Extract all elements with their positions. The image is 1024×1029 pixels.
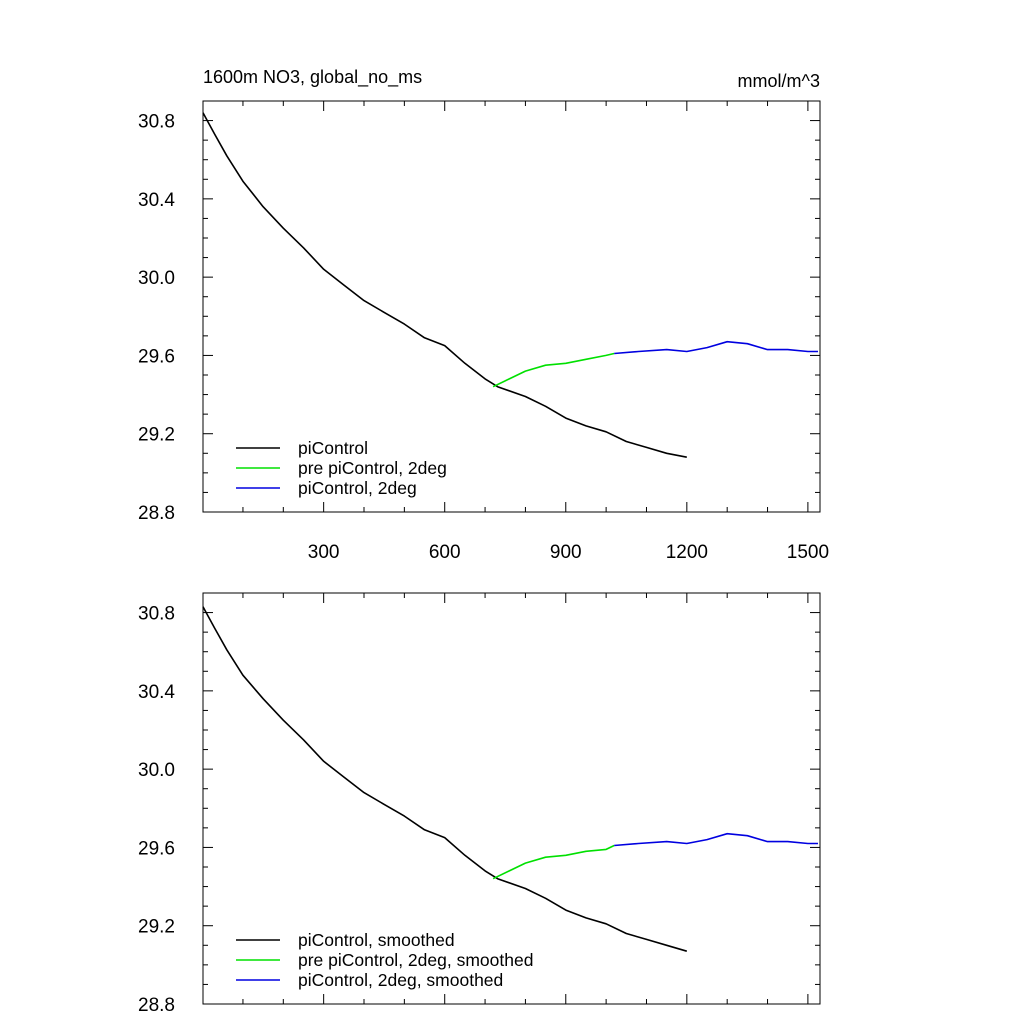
plot-frame <box>202 592 821 1005</box>
series-line-0 <box>202 606 688 952</box>
y-tick-label: 30.4 <box>138 190 175 211</box>
series-line-1 <box>492 844 615 880</box>
y-tick-label: 28.8 <box>138 995 175 1016</box>
legend-label-2: piControl, 2deg <box>298 478 417 498</box>
y-tick-label: 29.2 <box>138 425 175 446</box>
series-line-0 <box>202 112 687 458</box>
x-tick-label: 600 <box>429 542 461 563</box>
series-line-1 <box>492 352 615 388</box>
legend-label-1: pre piControl, 2deg, smoothed <box>298 950 533 970</box>
y-tick-label: 29.6 <box>138 346 175 367</box>
y-tick-label: 29.2 <box>138 917 175 938</box>
legend-label-0: piControl, smoothed <box>298 930 455 950</box>
chart-title: 1600m NO3, global_no_ms <box>203 67 422 88</box>
x-tick-label: 1500 <box>787 542 829 563</box>
bottom-panel: 28.8 29.2 29.6 30.0 30.4 30.8 piControl, smoot… <box>138 592 821 1016</box>
y-tick-label: 29.6 <box>138 838 175 859</box>
y-tick-label: 28.8 <box>138 503 175 524</box>
legend-label-1: pre piControl, 2deg <box>298 458 447 478</box>
x-tick-label: 1200 <box>666 542 708 563</box>
y-tick-label: 30.8 <box>138 112 175 133</box>
y-tick-label: 30.8 <box>138 604 175 625</box>
y-tick-label: 30.4 <box>138 682 175 703</box>
top-panel: 300 600 900 1200 1500 28.8 29.2 29.6 30.0 30.4 30.… <box>138 100 829 563</box>
y-tick-label: 30.0 <box>138 268 175 289</box>
series-line-2 <box>614 340 818 355</box>
x-tick-label: 300 <box>308 542 340 563</box>
plot-frame <box>202 100 821 513</box>
series-line-2 <box>614 832 818 847</box>
y-tick-label: 30.0 <box>138 760 175 781</box>
legend-label-0: piControl <box>298 438 368 458</box>
legend-label-2: piControl, 2deg, smoothed <box>298 970 503 990</box>
x-tick-label: 900 <box>550 542 582 563</box>
units-label: mmol/m^3 <box>738 71 820 91</box>
